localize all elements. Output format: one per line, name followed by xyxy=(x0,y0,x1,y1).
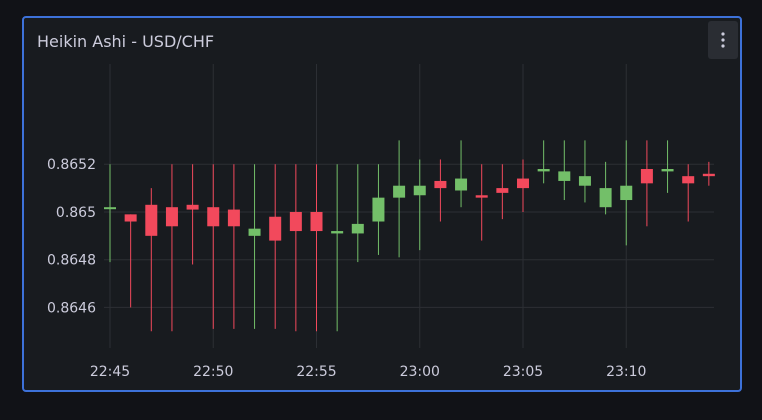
candle-body xyxy=(351,223,364,234)
kebab-vertical-icon xyxy=(721,32,725,48)
candle-body xyxy=(124,214,137,222)
candle-body xyxy=(145,204,158,236)
candle-body xyxy=(269,216,282,241)
x-tick-label: 22:55 xyxy=(296,364,336,380)
y-tick-label: 0.8646 xyxy=(47,300,96,316)
x-tick-label: 23:00 xyxy=(400,364,440,380)
x-tick-label: 23:05 xyxy=(503,364,543,380)
x-tick-label: 22:45 xyxy=(90,364,130,380)
candle-body xyxy=(620,185,633,201)
y-tick-label: 0.8648 xyxy=(47,253,96,269)
candle-body xyxy=(702,173,715,177)
y-tick-label: 0.8652 xyxy=(47,157,96,173)
candle-body xyxy=(682,176,695,184)
candle-body xyxy=(104,207,116,210)
y-tick-label: 0.865 xyxy=(56,205,96,221)
candle-body xyxy=(289,211,302,232)
candle-body xyxy=(537,169,550,172)
candle-body xyxy=(455,178,468,191)
candle-body xyxy=(434,180,447,189)
candle-body xyxy=(475,195,488,198)
candle-body xyxy=(558,171,571,181)
candle-body xyxy=(331,231,344,234)
candle-body xyxy=(393,185,406,198)
candle-body xyxy=(599,188,612,208)
candle-body xyxy=(661,169,674,172)
candle-body xyxy=(517,178,529,189)
candle-body xyxy=(227,209,240,227)
candle-body xyxy=(578,176,591,186)
candle-body xyxy=(186,204,199,210)
panel-title: Heikin Ashi - USD/CHF xyxy=(37,32,215,51)
panel-menu-button[interactable] xyxy=(708,21,738,59)
candle-body xyxy=(496,188,509,193)
x-tick-label: 22:50 xyxy=(193,364,233,380)
candle-body xyxy=(372,197,385,222)
candle-body xyxy=(413,185,426,196)
chart-panel: Heikin Ashi - USD/CHF 0.8646 0.8648 0.865 0… xyxy=(22,16,742,392)
candle-body xyxy=(248,228,261,236)
candle-body xyxy=(310,211,323,232)
x-tick-label: 23:10 xyxy=(606,364,646,380)
candle-body xyxy=(165,207,178,227)
candle-body xyxy=(207,207,220,227)
candle-body xyxy=(640,169,653,184)
candlestick-chart[interactable]: 0.8646 0.8648 0.865 0.8652 22:45 22:50 22:55 23… xyxy=(24,18,740,390)
